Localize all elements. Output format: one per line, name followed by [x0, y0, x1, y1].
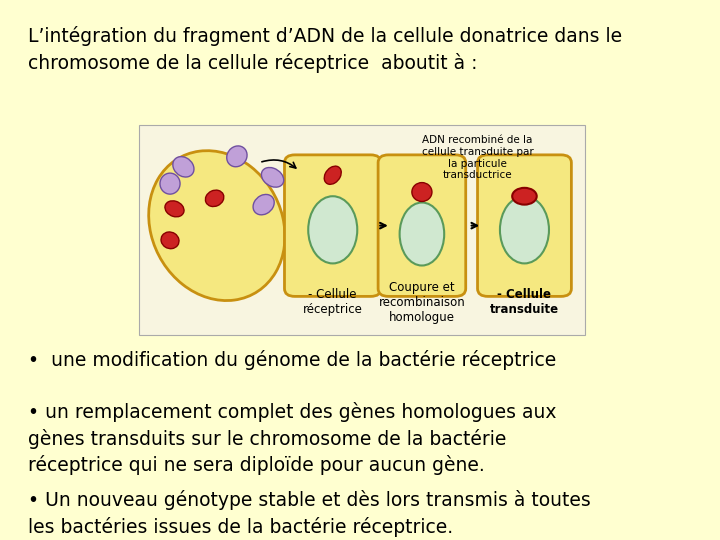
Ellipse shape [253, 194, 274, 215]
Text: •  une modification du génome de la bactérie réceptrice: • une modification du génome de la bacté… [28, 350, 557, 370]
FancyBboxPatch shape [378, 155, 466, 296]
Ellipse shape [227, 146, 247, 167]
Text: Coupure et
recombinaison
homologue: Coupure et recombinaison homologue [379, 281, 465, 325]
Text: ADN recombiné de la
cellule transduite par
la particule
transductrice: ADN recombiné de la cellule transduite p… [422, 136, 534, 180]
Ellipse shape [261, 167, 284, 187]
Text: • un remplacement complet des gènes homologues aux
gènes transduits sur le chrom: • un remplacement complet des gènes homo… [28, 402, 557, 475]
Ellipse shape [512, 188, 536, 205]
Ellipse shape [324, 166, 341, 184]
Text: • Un nouveau génotype stable et dès lors transmis à toutes
les bactéries issues : • Un nouveau génotype stable et dès lors… [28, 490, 591, 537]
Ellipse shape [308, 196, 357, 264]
Ellipse shape [160, 173, 180, 194]
Text: - Cellule
réceptrice: - Cellule réceptrice [303, 288, 363, 316]
Ellipse shape [149, 151, 285, 301]
Text: L’intégration du fragment d’ADN de la cellule donatrice dans le
chromosome de la: L’intégration du fragment d’ADN de la ce… [28, 26, 622, 73]
Text: - Cellule
transduite: - Cellule transduite [490, 288, 559, 316]
Ellipse shape [165, 201, 184, 217]
FancyBboxPatch shape [284, 155, 381, 296]
Ellipse shape [500, 196, 549, 264]
Ellipse shape [412, 183, 432, 201]
Ellipse shape [161, 232, 179, 249]
Ellipse shape [173, 157, 194, 177]
FancyBboxPatch shape [139, 125, 585, 335]
Ellipse shape [205, 190, 224, 206]
Ellipse shape [400, 202, 444, 266]
FancyBboxPatch shape [477, 155, 572, 296]
